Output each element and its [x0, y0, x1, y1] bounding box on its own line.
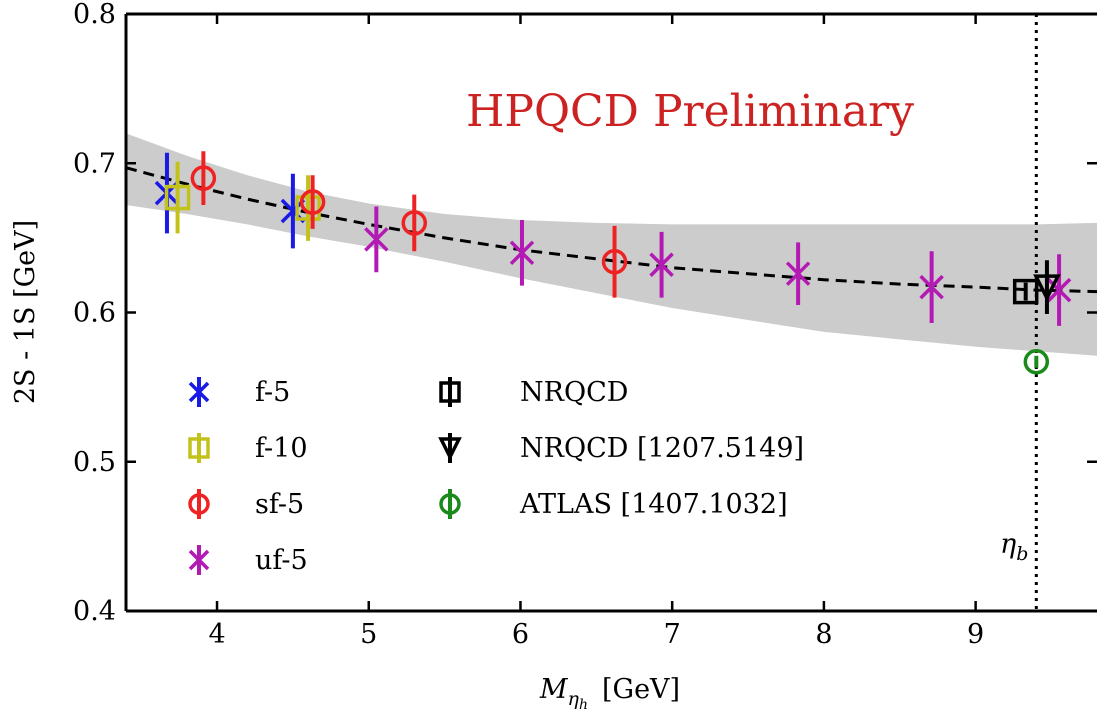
- legend-item: uf-5: [188, 545, 308, 576]
- eta-b-label-main: η: [1000, 529, 1016, 560]
- eta-b-label: ηb: [1000, 529, 1028, 565]
- series-sf-5: [190, 151, 628, 298]
- point-marker-shape: [1023, 349, 1050, 375]
- x-axis-title-unit: [GeV]: [602, 674, 680, 705]
- legend-label: uf-5: [255, 545, 308, 576]
- ticks: 4 5 6 7 8 9 0.4 0.5 0.6 0.7 0.8: [73, 0, 1097, 650]
- legend-item: sf-5: [188, 489, 304, 520]
- x-axis-title-subsub: h: [579, 697, 588, 711]
- data-point: [509, 219, 535, 286]
- fit-line: [126, 166, 1097, 294]
- data-point: [401, 194, 428, 252]
- legend-marker-shape: [188, 437, 210, 459]
- legend-label: NRQCD: [520, 377, 628, 408]
- x-axis-title-main: M: [539, 674, 569, 705]
- series-atlas-1407-1032-: [1023, 349, 1050, 375]
- data-point: [1012, 278, 1039, 305]
- x-tick-label: 5: [360, 619, 377, 650]
- data-point: [164, 161, 191, 234]
- legend-marker-stroke: [188, 549, 210, 571]
- x-tick-label: 7: [664, 619, 681, 650]
- data-point: [1046, 254, 1072, 326]
- y-tick-label: 0.4: [73, 596, 116, 627]
- legend-item: NRQCD [1207.5149]: [438, 433, 804, 464]
- y-tick-label: 0.7: [73, 148, 116, 179]
- series-nrqcd: [1012, 278, 1039, 305]
- legend-marker-shape: [188, 493, 210, 515]
- x-axis-title: Mηh [GeV]: [539, 674, 680, 711]
- y-tick-label: 0.8: [73, 0, 116, 30]
- data-point: [785, 242, 811, 306]
- point-marker-shape: [601, 249, 628, 275]
- point-marker-shape: [299, 189, 326, 215]
- x-tick-label: 4: [208, 619, 225, 650]
- data-point: [601, 225, 628, 298]
- annotation-text: HPQCD Preliminary: [466, 86, 914, 137]
- eta-b-label-sub: b: [1016, 543, 1028, 565]
- data-point: [295, 175, 321, 241]
- point-marker-stroke: [364, 227, 389, 252]
- point-marker-shape: [1012, 278, 1039, 305]
- legend-item: f-10: [188, 433, 308, 464]
- x-tick-label: 6: [512, 619, 529, 650]
- legend-label: sf-5: [255, 489, 304, 520]
- point-marker-shape: [295, 195, 321, 221]
- data-point: [299, 175, 326, 229]
- legend-label: NRQCD [1207.5149]: [520, 433, 804, 464]
- point-marker-stroke: [649, 252, 674, 277]
- y-tick-label: 0.5: [73, 447, 116, 478]
- legend-label: f-5: [255, 377, 290, 408]
- error-band: [126, 133, 1097, 356]
- data-point: [1033, 260, 1061, 314]
- point-marker-shape: [190, 165, 217, 191]
- legend-label: ATLAS [1407.1032]: [519, 489, 788, 520]
- legend-label: f-10: [255, 433, 308, 464]
- point-marker-stroke: [919, 274, 944, 300]
- legend-item: f-5: [188, 377, 290, 408]
- point-marker-stroke: [1046, 277, 1072, 303]
- legend-item: ATLAS [1407.1032]: [439, 489, 788, 520]
- legend-marker-stroke: [188, 381, 210, 403]
- data-point: [649, 231, 674, 298]
- y-tick-label: 0.6: [73, 298, 116, 329]
- series-uf-5: [364, 206, 1072, 326]
- point-marker-shape: [1033, 274, 1061, 303]
- point-marker-shape: [164, 184, 191, 211]
- x-axis-title-sub: η: [568, 688, 580, 710]
- data-points: [154, 151, 1072, 375]
- fit-curve: [126, 166, 1097, 294]
- y-axis-title: 2S - 1S [GeV]: [10, 220, 41, 404]
- x-tick-label: 9: [967, 619, 984, 650]
- x-tick-label: 8: [815, 619, 832, 650]
- series-nrqcd-1207-5149-: [1033, 260, 1061, 314]
- data-point: [364, 206, 389, 273]
- point-marker-stroke: [509, 240, 535, 266]
- legend-marker-shape: [439, 381, 461, 403]
- point-marker-stroke: [785, 261, 811, 286]
- legend-item: NRQCD: [439, 377, 628, 408]
- legend-marker-shape: [439, 493, 461, 515]
- point-marker-shape: [401, 210, 428, 236]
- legend-marker-shape: [438, 437, 462, 461]
- data-point: [190, 151, 217, 206]
- legend: f-5 f-10 sf-5 uf-5 NRQCD NRQCD [1207.5149] ATL…: [188, 377, 804, 576]
- series-f-10: [164, 161, 321, 241]
- data-point: [1023, 349, 1050, 375]
- data-point: [919, 251, 944, 323]
- confidence-band: [126, 133, 1097, 356]
